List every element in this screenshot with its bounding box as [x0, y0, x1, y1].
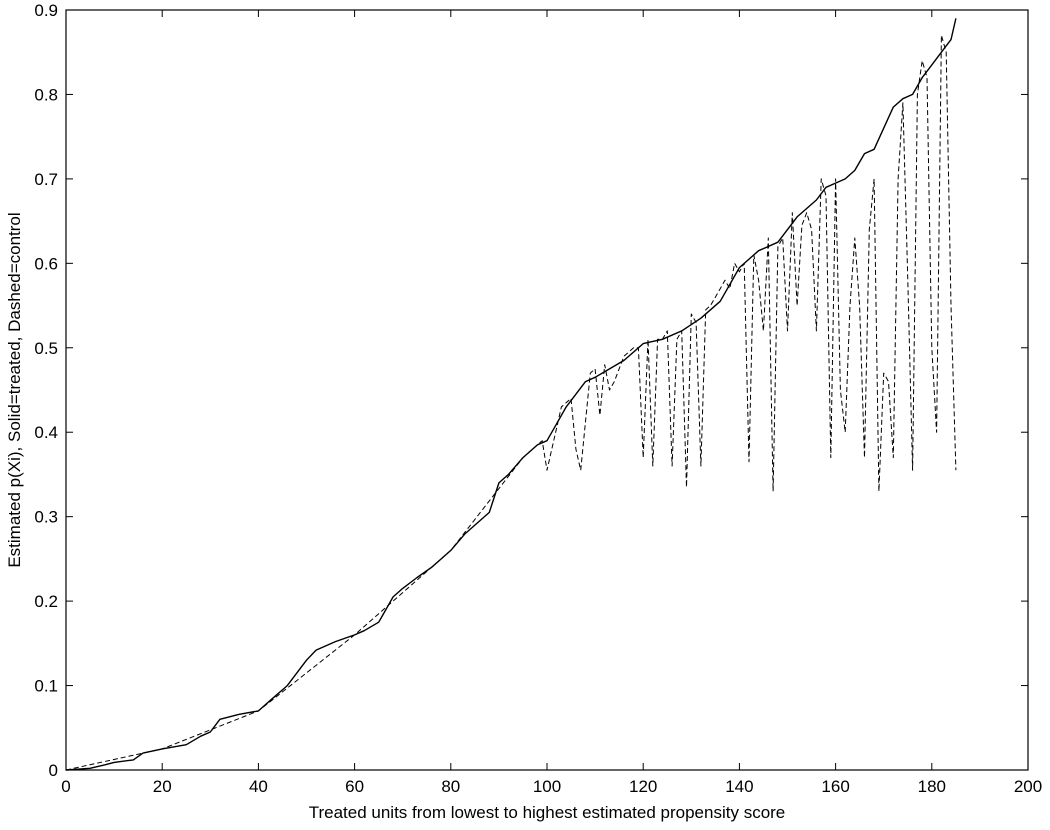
x-tick-label: 120	[629, 777, 657, 796]
plot-area	[65, 9, 1029, 771]
y-tick-label: 0.9	[34, 1, 58, 20]
x-tick-label: 180	[918, 777, 946, 796]
y-tick-label: 0	[49, 761, 58, 780]
y-tick-label: 0.6	[34, 254, 58, 273]
x-tick-label: 40	[249, 777, 268, 796]
y-tick-label: 0.8	[34, 85, 58, 104]
y-tick-label: 0.4	[34, 423, 58, 442]
x-axis-title: Treated units from lowest to highest est…	[309, 803, 786, 822]
series-layer	[65, 18, 957, 771]
y-axis-ticks: 0 0.1 0.2 0.3 0.4 0.5 0.6 0.7 0.8 0.9	[34, 1, 1028, 780]
x-tick-label: 140	[725, 777, 753, 796]
x-tick-label: 200	[1014, 777, 1042, 796]
y-tick-label: 0.1	[34, 677, 58, 696]
x-tick-label: 0	[61, 777, 70, 796]
series-line-treated	[65, 18, 957, 771]
x-tick-label: 160	[821, 777, 849, 796]
series-line-control	[65, 34, 957, 771]
y-tick-label: 0.2	[34, 592, 58, 611]
y-tick-label: 0.3	[34, 508, 58, 527]
x-axis-ticks: 0 20 40 60 80 100 120 140 160 180 200	[61, 10, 1042, 796]
y-axis-title: Estimated p(Xi), Solid=treated, Dashed=c…	[5, 212, 24, 567]
x-tick-label: 100	[533, 777, 561, 796]
y-tick-label: 0.7	[34, 170, 58, 189]
x-tick-label: 20	[153, 777, 172, 796]
x-tick-label: 80	[441, 777, 460, 796]
y-tick-label: 0.5	[34, 339, 58, 358]
x-tick-label: 60	[345, 777, 364, 796]
